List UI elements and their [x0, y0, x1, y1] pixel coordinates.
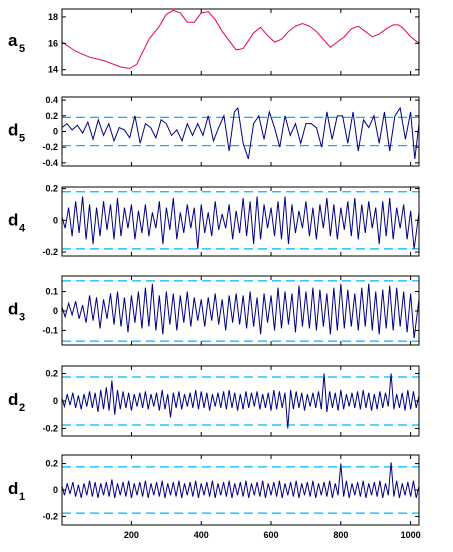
ytick-label: -0.2 — [42, 247, 58, 257]
xtick-label: 600 — [264, 530, 279, 540]
panel-d5: 0.4 0.2 0 -0.2 -0.4 d 5 — [8, 95, 420, 168]
ytick-label: 0 — [53, 396, 58, 406]
ytick-label: -0.2 — [42, 142, 58, 152]
panel-label-subscript: 1 — [19, 491, 25, 503]
panel-d2: 0.2 0 -0.2 d 2 — [8, 365, 420, 437]
ytick-label: 0.4 — [45, 95, 58, 105]
ytick-label: 0.2 — [45, 459, 58, 469]
panel-label: d — [8, 390, 18, 409]
ytick-label: 0 — [53, 306, 58, 316]
ytick-label: 0.2 — [45, 369, 58, 379]
panel-d3: 0.1 0 -0.1 d 3 — [8, 275, 420, 346]
panel-label-subscript: 5 — [19, 43, 25, 55]
xtick-label: 200 — [124, 530, 139, 540]
ytick-label: 16 — [48, 38, 58, 48]
series-line-0 — [61, 462, 420, 499]
xtick-label: 1000 — [401, 530, 421, 540]
axes-box — [61, 186, 420, 257]
ytick-label: 0 — [53, 485, 58, 495]
panel-label: d — [8, 211, 18, 230]
series-line-0 — [61, 196, 420, 249]
ytick-label: -0.4 — [42, 158, 58, 168]
panel-label: d — [8, 479, 18, 498]
ytick-label: 0.1 — [45, 287, 58, 297]
ytick-label: 0.2 — [45, 184, 58, 194]
panel-label-subscript: 3 — [19, 312, 25, 324]
panel-a5: 14 16 18 a 5 — [8, 8, 420, 76]
series-line-0 — [61, 283, 420, 339]
ytick-label: -0.2 — [42, 511, 58, 521]
panel-label: a — [8, 31, 18, 50]
panel-label-subscript: 4 — [19, 223, 26, 235]
ytick-label: 0 — [53, 215, 58, 225]
series-line-0 — [61, 106, 420, 160]
ytick-label: 18 — [48, 12, 58, 22]
ytick-label: -0.1 — [42, 325, 58, 335]
ytick-label: 14 — [48, 65, 58, 75]
xtick-label: 800 — [333, 530, 348, 540]
panel-d1: 0.2 0 -0.2 200 400 600 800 1000 d 1 — [8, 454, 421, 540]
xtick-label: 400 — [194, 530, 209, 540]
panel-label: d — [8, 121, 18, 140]
series-line-0 — [61, 373, 420, 429]
panel-d4: 0.2 0 -0.2 d 4 — [8, 184, 420, 257]
axes-box — [61, 8, 420, 76]
ytick-label: 0.2 — [45, 111, 58, 121]
panel-label-subscript: 2 — [19, 402, 25, 414]
panel-label-subscript: 5 — [19, 133, 25, 145]
ytick-label: -0.2 — [42, 423, 58, 433]
series-line-0 — [61, 9, 420, 69]
panel-label: d — [8, 300, 18, 319]
ytick-label: 0 — [53, 127, 58, 137]
